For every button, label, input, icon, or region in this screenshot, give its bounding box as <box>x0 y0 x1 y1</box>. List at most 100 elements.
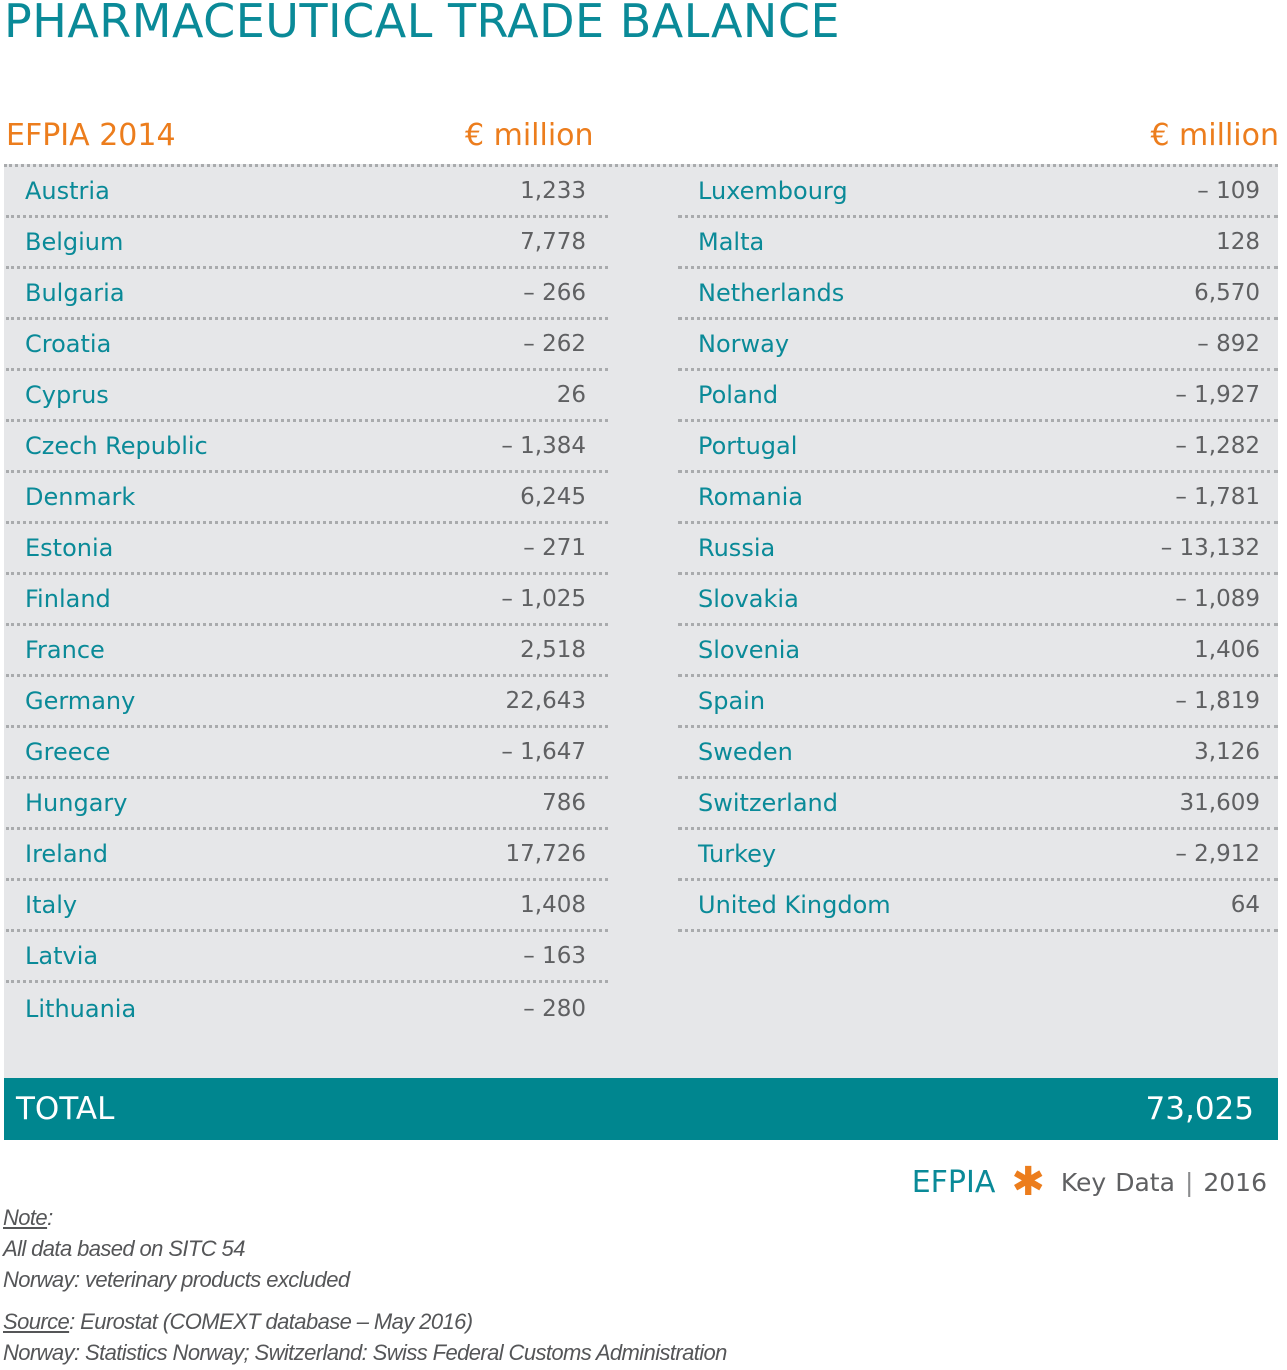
table-row: Turkey – 2,912 <box>678 830 1278 881</box>
table-panel <box>4 164 1278 1078</box>
unit-header-left: € million <box>465 118 594 153</box>
trade-balance-value: – 1,819 <box>1175 688 1260 714</box>
country-name: Belgium <box>25 228 124 256</box>
trade-balance-value: 786 <box>542 790 586 816</box>
table-row: Ireland 17,726 <box>6 830 608 881</box>
trade-balance-value: – 1,384 <box>501 433 586 459</box>
country-name: Bulgaria <box>25 279 125 307</box>
country-name: Netherlands <box>698 279 845 307</box>
note-line-2: Norway: veterinary products excluded <box>3 1267 350 1292</box>
trade-balance-value: – 163 <box>523 943 586 969</box>
asterisk-icon: ✱ <box>1011 1159 1045 1205</box>
trade-balance-value: – 892 <box>1197 331 1260 357</box>
country-name: Poland <box>698 381 779 409</box>
trade-balance-value: – 266 <box>523 280 586 306</box>
total-label: TOTAL <box>16 1091 115 1127</box>
table-row: Germany 22,643 <box>6 677 608 728</box>
source-label: Source <box>3 1309 70 1334</box>
country-name: Sweden <box>698 738 793 766</box>
trade-balance-value: 128 <box>1216 229 1260 255</box>
country-name: Norway <box>698 330 790 358</box>
trade-balance-value: 1,406 <box>1194 637 1260 663</box>
country-name: Czech Republic <box>25 432 208 460</box>
country-name: Malta <box>698 228 765 256</box>
table-row: Norway – 892 <box>678 320 1278 371</box>
table-row: Croatia – 262 <box>6 320 608 371</box>
trade-balance-value: 3,126 <box>1194 739 1260 765</box>
trade-balance-value: 26 <box>556 382 586 408</box>
page-title: PHARMACEUTICAL TRADE BALANCE <box>4 0 841 48</box>
table-row: Switzerland 31,609 <box>678 779 1278 830</box>
trade-balance-value: – 13,132 <box>1160 535 1260 561</box>
total-value: 73,025 <box>1145 1091 1254 1127</box>
country-name: Slovenia <box>698 636 801 664</box>
trade-balance-value: – 1,282 <box>1175 433 1260 459</box>
country-name: Greece <box>25 738 111 766</box>
trade-balance-value: 1,233 <box>520 178 586 204</box>
table-row: Romania – 1,781 <box>678 473 1278 524</box>
table-row: Italy 1,408 <box>6 881 608 932</box>
brand-footer: EFPIA ✱ Key Data | 2016 <box>912 1162 1267 1202</box>
table-row: Cyprus 26 <box>6 371 608 422</box>
table-row: Hungary 786 <box>6 779 608 830</box>
table-row: Portugal – 1,282 <box>678 422 1278 473</box>
trade-balance-value: – 109 <box>1197 178 1260 204</box>
table-row: Belgium 7,778 <box>6 218 608 269</box>
country-name: Hungary <box>25 789 128 817</box>
trade-balance-value: – 271 <box>523 535 586 561</box>
trade-balance-value: 6,570 <box>1194 280 1260 306</box>
country-name: Lithuania <box>25 994 137 1023</box>
table-row: Netherlands 6,570 <box>678 269 1278 320</box>
trade-balance-value: 17,726 <box>505 841 586 867</box>
note-line-1: All data based on SITC 54 <box>3 1236 245 1261</box>
table-row: Czech Republic – 1,384 <box>6 422 608 473</box>
brand-efpia: EFPIA <box>911 1164 996 1200</box>
notes-block: Note: All data based on SITC 54 Norway: … <box>3 1202 727 1368</box>
country-name: Latvia <box>25 942 99 970</box>
country-name: Estonia <box>25 534 114 562</box>
table-row: Russia – 13,132 <box>678 524 1278 575</box>
trade-balance-value: – 2,912 <box>1175 841 1260 867</box>
trade-balance-value: 22,643 <box>505 688 586 714</box>
table-row: Luxembourg – 109 <box>678 167 1278 218</box>
table-row: Slovenia 1,406 <box>678 626 1278 677</box>
trade-balance-value: – 1,927 <box>1175 382 1260 408</box>
country-name: Spain <box>698 687 766 715</box>
country-name: Slovakia <box>698 585 799 613</box>
left-country-list: Austria 1,233 Belgium 7,778 Bulgaria – 266 Cro… <box>6 167 608 1034</box>
total-bar: TOTAL 73,025 <box>4 1078 1278 1140</box>
trade-balance-value: – 1,089 <box>1175 586 1260 612</box>
country-name: Ireland <box>25 840 109 868</box>
table-row: Greece – 1,647 <box>6 728 608 779</box>
table-top-divider <box>4 164 1278 167</box>
country-name: Luxembourg <box>698 177 848 205</box>
table-row: Latvia – 163 <box>6 932 608 983</box>
brand-key: Key <box>1060 1167 1107 1197</box>
table-row: Austria 1,233 <box>6 167 608 218</box>
country-name: Italy <box>25 891 78 919</box>
country-name: Finland <box>25 585 111 613</box>
country-name: United Kingdom <box>698 891 891 919</box>
brand-separator: | <box>1184 1167 1194 1197</box>
table-row: Slovakia – 1,089 <box>678 575 1278 626</box>
trade-balance-value: 64 <box>1230 892 1260 918</box>
table-row: Lithuania – 280 <box>6 983 608 1034</box>
table-row: Bulgaria – 266 <box>6 269 608 320</box>
country-name: Romania <box>698 483 803 511</box>
trade-balance-value: – 280 <box>523 995 586 1022</box>
country-name: Croatia <box>25 330 112 358</box>
trade-balance-value: 1,408 <box>520 892 586 918</box>
trade-balance-value: 31,609 <box>1179 790 1260 816</box>
trade-balance-value: – 1,647 <box>501 739 586 765</box>
trade-balance-value: – 1,025 <box>501 586 586 612</box>
country-name: Germany <box>25 687 136 715</box>
right-country-list: Luxembourg – 109 Malta 128 Netherlands 6,570 N… <box>678 167 1278 932</box>
country-name: Turkey <box>698 840 777 868</box>
source-line-2: Norway: Statistics Norway; Switzerland: … <box>3 1340 727 1365</box>
table-header-label: EFPIA 2014 <box>6 118 176 153</box>
table-row: Finland – 1,025 <box>6 575 608 626</box>
country-name: Denmark <box>25 483 136 511</box>
table-row: Denmark 6,245 <box>6 473 608 524</box>
table-row: Spain – 1,819 <box>678 677 1278 728</box>
table-row: Malta 128 <box>678 218 1278 269</box>
